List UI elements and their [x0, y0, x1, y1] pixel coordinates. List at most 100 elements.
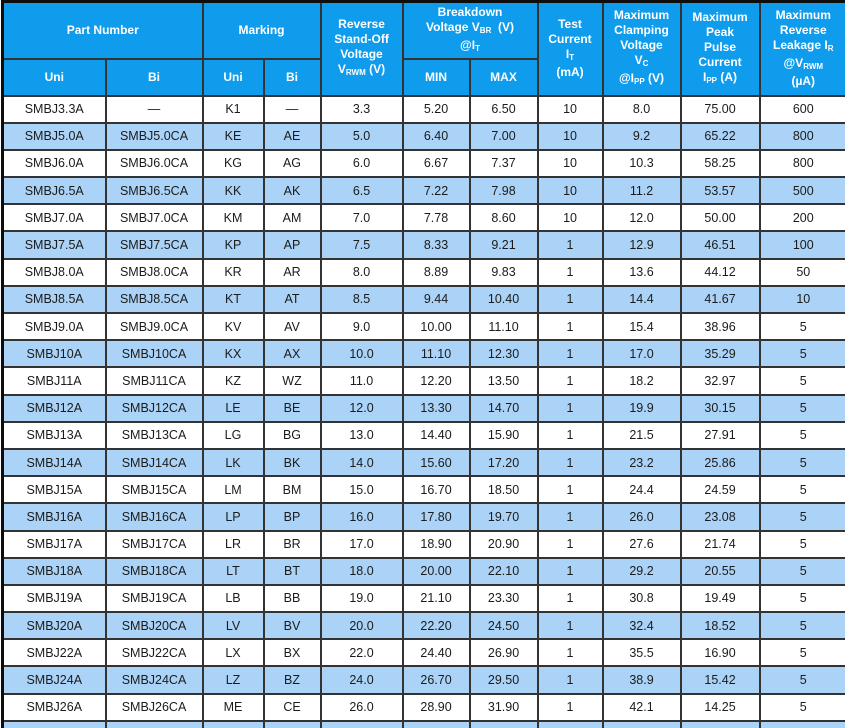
table-cell: SMBJ8.0CA — [104, 257, 204, 287]
table-cell: LZ — [201, 665, 265, 695]
table-cell: 42.1 — [601, 692, 682, 722]
header-row-sub: Uni Bi Uni Bi MIN MAX — [1, 57, 845, 97]
table-cell: 44.12 — [679, 257, 761, 287]
table-cell: 30.8 — [601, 583, 682, 614]
table-cell: 23.2 — [601, 447, 682, 478]
table-cell: 1 — [536, 230, 604, 260]
table-row: SMBJ26A SMBJ26CA ME CE 26.0 28.90 31.90 1 42.1 14… — [1, 692, 845, 722]
table-cell — [319, 719, 404, 728]
table-cell — [401, 719, 471, 728]
table-cell: 10 — [536, 148, 604, 179]
table-cell: SMBJ8.5CA — [104, 284, 204, 315]
table-cell: 1 — [536, 284, 604, 315]
table-cell: 14.40 — [401, 420, 471, 450]
table-cell: 6.50 — [468, 94, 539, 124]
table-cell: 1 — [536, 583, 604, 614]
table-cell: SMBJ11CA — [104, 366, 204, 396]
table-cell: KZ — [201, 366, 265, 396]
table-row: SMBJ8.5A SMBJ8.5CA KT AT 8.5 9.44 10.40 1 14.4 41… — [1, 284, 845, 315]
table-cell: 5 — [758, 447, 845, 478]
table-cell: SMBJ16CA — [104, 502, 204, 532]
table-cell: 6.40 — [401, 121, 471, 151]
table-cell — [679, 719, 761, 728]
col-header-breakdown-voltage: Breakdown Voltage VBR (V) @IT — [401, 0, 539, 60]
table-cell: 10.3 — [601, 148, 682, 179]
table-cell: SMBJ13CA — [104, 420, 204, 450]
table-cell: SMBJ17A — [1, 529, 107, 559]
table-cell: 65.22 — [679, 121, 761, 151]
table-cell: 18.2 — [601, 366, 682, 396]
table-cell: 9.0 — [319, 311, 404, 342]
table-cell: BK — [262, 447, 322, 478]
table-cell: 24.40 — [401, 638, 471, 668]
table-cell: 100 — [758, 230, 845, 260]
table-cell: SMBJ10CA — [104, 339, 204, 369]
table-cell: 13.30 — [401, 393, 471, 423]
table-cell: 16.90 — [679, 638, 761, 668]
table-cell: 13.0 — [319, 420, 404, 450]
table-cell: 13.50 — [468, 366, 539, 396]
table-cell — [536, 719, 604, 728]
table-cell: 20.55 — [679, 556, 761, 586]
table-cell: 20.00 — [401, 556, 471, 586]
table-cell: SMBJ14A — [1, 447, 107, 478]
table-cell: 8.60 — [468, 203, 539, 233]
col-header-max-clamping-voltage: Maximum Clamping Voltage VC @IPP (V) — [601, 0, 682, 97]
table-cell: 5 — [758, 366, 845, 396]
table-cell: 19.49 — [679, 583, 761, 614]
table-row-partial — [1, 719, 845, 728]
table-cell: BE — [262, 393, 322, 423]
table-cell: 21.10 — [401, 583, 471, 614]
table-row: SMBJ6.0A SMBJ6.0CA KG AG 6.0 6.67 7.37 10 10.3 58… — [1, 148, 845, 179]
col-header-test-current: Test Current IT (mA) — [536, 0, 604, 97]
table-cell: 35.5 — [601, 638, 682, 668]
table-cell: KP — [201, 230, 265, 260]
table-cell: SMBJ9.0CA — [104, 311, 204, 342]
subcol-header-part-uni: Uni — [1, 57, 107, 97]
subscript-text: R — [827, 44, 834, 54]
table-cell: 7.0 — [319, 203, 404, 233]
table-cell: SMBJ3.3A — [1, 94, 107, 124]
table-cell: 5 — [758, 502, 845, 532]
table-cell: 26.0 — [601, 502, 682, 532]
table-cell — [1, 719, 107, 728]
table-cell: K1 — [201, 94, 265, 124]
table-row: SMBJ13A SMBJ13CA LG BG 13.0 14.40 15.90 1 21.5 27… — [1, 420, 845, 450]
table-cell: BG — [262, 420, 322, 450]
table-cell: 800 — [758, 148, 845, 179]
table-cell: LT — [201, 556, 265, 586]
table-cell: 16.0 — [319, 502, 404, 532]
table-cell: SMBJ19A — [1, 583, 107, 614]
table-row: SMBJ22A SMBJ22CA LX BX 22.0 24.40 26.90 1 35.5 16… — [1, 638, 845, 668]
table-cell: SMBJ7.0A — [1, 203, 107, 233]
table-cell: 1 — [536, 257, 604, 287]
table-cell: 10 — [536, 176, 604, 206]
table-cell: 30.15 — [679, 393, 761, 423]
table-cell: BP — [262, 502, 322, 532]
table-cell: 26.90 — [468, 638, 539, 668]
table-cell: 27.91 — [679, 420, 761, 450]
table-cell: 1 — [536, 692, 604, 722]
table-cell: 800 — [758, 121, 845, 151]
table-cell: 10 — [536, 121, 604, 151]
table-cell: AV — [262, 311, 322, 342]
table-cell: SMBJ6.5A — [1, 176, 107, 206]
table-cell: 17.0 — [319, 529, 404, 559]
table-cell: SMBJ17CA — [104, 529, 204, 559]
table-cell: 20.90 — [468, 529, 539, 559]
table-cell: 29.2 — [601, 556, 682, 586]
table-cell: 200 — [758, 203, 845, 233]
table-cell: SMBJ22A — [1, 638, 107, 668]
table-cell: AK — [262, 176, 322, 206]
table-cell: 1 — [536, 502, 604, 532]
table-cell: 24.50 — [468, 611, 539, 641]
table-cell: 15.4 — [601, 311, 682, 342]
table-row: SMBJ20A SMBJ20CA LV BV 20.0 22.20 24.50 1 32.4 18… — [1, 611, 845, 641]
table-cell: SMBJ12CA — [104, 393, 204, 423]
table-cell: 1 — [536, 475, 604, 505]
table-row: SMBJ14A SMBJ14CA LK BK 14.0 15.60 17.20 1 23.2 25… — [1, 447, 845, 478]
table-cell: — — [104, 94, 204, 124]
table-cell: 24.0 — [319, 665, 404, 695]
table-cell: 7.37 — [468, 148, 539, 179]
